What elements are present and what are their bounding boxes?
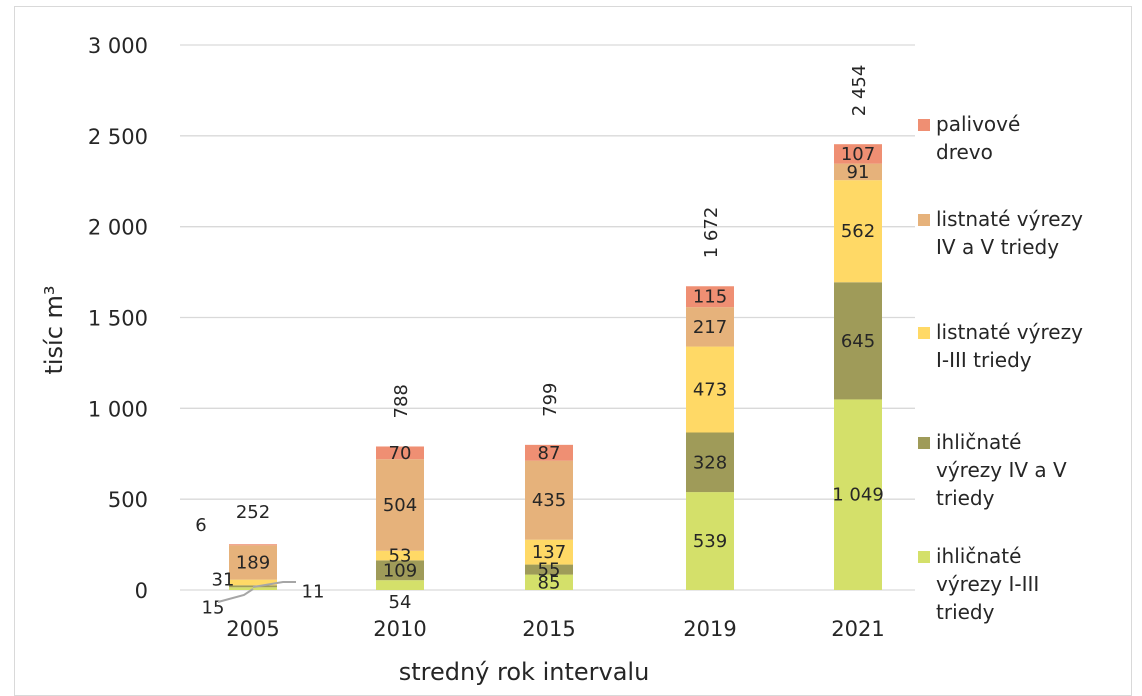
data-label: 70 (389, 443, 412, 464)
bar-segment (834, 399, 882, 590)
bar-segment (525, 444, 573, 461)
data-label: 473 (693, 380, 727, 401)
y-tick-label: 0 (135, 579, 148, 603)
legend-swatch (918, 437, 930, 449)
bar-segment (229, 544, 277, 546)
x-axis-ticks: 2005 2010 2015 2019 2021 (226, 617, 884, 641)
data-label: 87 (538, 443, 561, 464)
total-labels: 252 788 799 1 672 2 454 (236, 65, 870, 524)
data-label: 15 (202, 598, 225, 619)
bar-segment (686, 307, 734, 347)
gridlines (180, 44, 915, 591)
bar-segment (229, 587, 277, 590)
total-label: 799 (540, 382, 561, 416)
bar-segment (376, 446, 424, 460)
legend-swatch (918, 327, 930, 339)
bar-segment (229, 579, 277, 586)
total-label: 252 (236, 502, 270, 523)
bar-segment (834, 180, 882, 283)
data-label: 31 (212, 569, 235, 590)
y-tick-label: 1 000 (88, 397, 148, 421)
leader-line (252, 581, 296, 588)
x-tick-label: 2005 (226, 617, 279, 641)
y-tick-label: 1 500 (88, 307, 148, 331)
bar-segment (686, 492, 734, 590)
data-label: 85 (538, 572, 561, 593)
data-label: 1 049 (832, 485, 884, 506)
data-label: 53 (389, 546, 412, 567)
data-label: 504 (383, 495, 417, 516)
x-tick-label: 2019 (683, 617, 736, 641)
data-label: 189 (236, 552, 270, 573)
data-label: 328 (693, 452, 727, 473)
legend-swatch (918, 551, 930, 563)
data-label: 54 (389, 592, 412, 613)
legend-label: listnaté výrezy I-III triedy (936, 320, 1083, 372)
legend-swatch (918, 214, 930, 226)
bar-segment (525, 574, 573, 590)
bar-segment (376, 580, 424, 590)
leader-line (217, 588, 254, 603)
data-label: 55 (538, 560, 561, 581)
data-label: 109 (383, 560, 417, 581)
data-label: 645 (841, 331, 875, 352)
x-tick-label: 2010 (373, 617, 426, 641)
y-tick-label: 3 000 (88, 34, 148, 58)
total-label: 1 672 (701, 207, 722, 259)
y-axis-title: tisíc m³ (40, 285, 68, 374)
bar-segment (834, 282, 882, 400)
bar-segment (686, 286, 734, 308)
x-tick-label: 2021 (831, 617, 884, 641)
legend-label: palivové drevo (936, 112, 1021, 164)
bar-segment (834, 163, 882, 181)
x-tick-label: 2015 (522, 617, 575, 641)
bar-segment (376, 550, 424, 561)
bar-segment (686, 432, 734, 493)
y-tick-label: 500 (108, 488, 148, 512)
y-tick-label: 2 000 (88, 216, 148, 240)
bar-segment (686, 346, 734, 433)
legend-label: listnaté výrezy IV a V triedy (936, 207, 1083, 259)
x-axis-title: stredný rok intervalu (399, 658, 650, 686)
bar-segment (229, 545, 277, 580)
bar-segment (376, 459, 424, 551)
bars (229, 144, 882, 590)
data-label: 11 (302, 581, 325, 602)
bar-segment (376, 560, 424, 581)
bar-segment (525, 539, 573, 565)
data-label: 91 (847, 162, 870, 183)
data-label: 562 (841, 221, 875, 242)
y-tick-label: 2 500 (88, 125, 148, 149)
bar-segment (834, 144, 882, 164)
data-label: 115 (693, 287, 727, 308)
data-label: 6 (195, 515, 206, 536)
leader-lines (217, 581, 296, 603)
data-label: 539 (693, 531, 727, 552)
legend-label: ihličnaté výrezy I-III triedy (936, 544, 1040, 624)
y-axis-ticks: 0 500 1 000 1 500 2 000 2 500 3 000 (88, 34, 148, 603)
total-label: 2 454 (849, 65, 870, 117)
bar-segment (525, 564, 573, 575)
legend-swatch (918, 119, 930, 131)
bar-segment (525, 460, 573, 540)
data-label: 435 (532, 490, 566, 511)
data-label: 217 (693, 317, 727, 338)
total-label: 788 (391, 384, 412, 418)
data-label: 107 (841, 144, 875, 165)
data-label: 137 (532, 542, 566, 563)
